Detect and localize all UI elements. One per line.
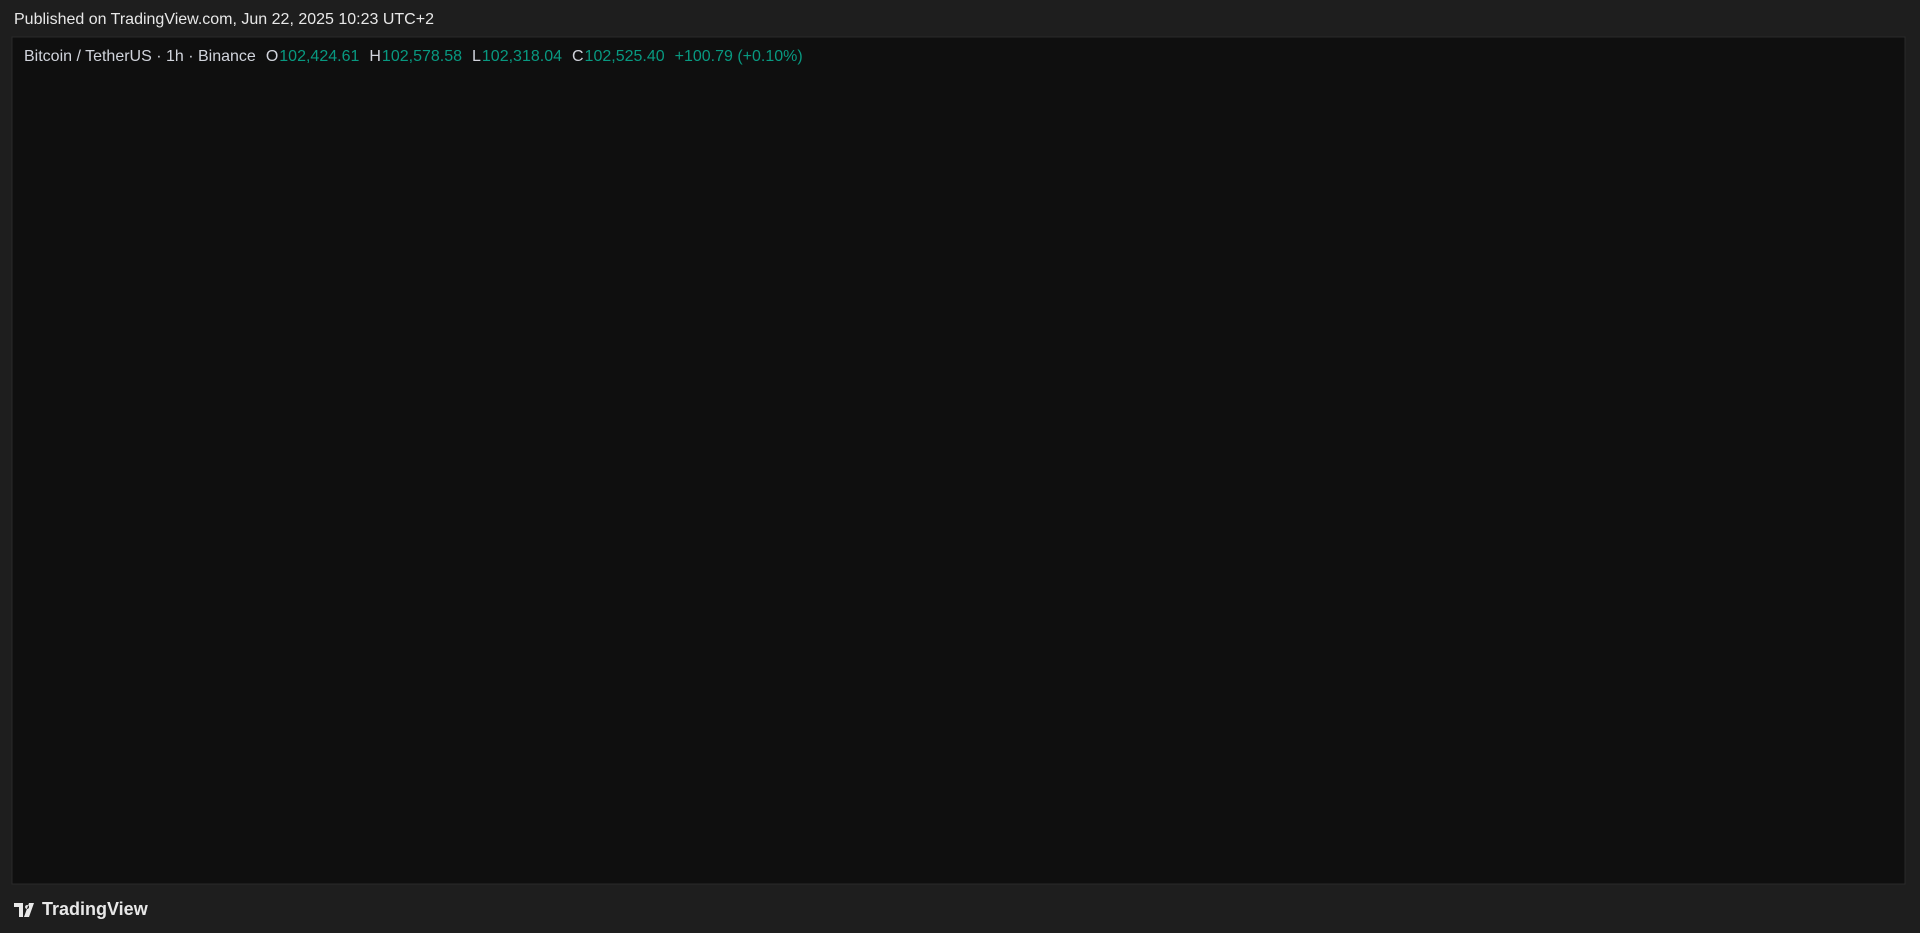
symbol: Bitcoin / TetherUS · 1h · Binance [24,48,256,65]
ohlc-item: H102,578.58 [369,48,462,66]
ohlc-key: C [571,48,584,65]
ohlc: O102,424.61 H102,578.58 L102,318.04 C102,52… [266,48,665,66]
change: +100.79 (+0.10%) [674,48,803,65]
ohlc-key: H [369,48,381,65]
ohlc-item: O102,424.61 [266,48,360,66]
footer: TradingView [14,899,148,920]
ohlc-key: L [472,48,481,65]
ohlc-value: 102,578.58 [381,48,462,65]
ohlc-value: 102,525.40 [584,48,665,65]
brand: TradingView [42,899,148,919]
ohlc-item: L102,318.04 [472,48,562,66]
ohlc-key: O [265,48,279,65]
chart-panel [11,36,1906,885]
published-note: Published on TradingView.com, Jun 22, 20… [14,11,434,28]
ohlc-item: C102,525.40 [572,48,665,66]
ohlc-value: 102,318.04 [481,48,562,65]
logo [14,902,34,917]
legend: Bitcoin / TetherUS · 1h · Binance O102,4… [24,48,803,66]
ohlc-value: 102,424.61 [279,48,360,65]
